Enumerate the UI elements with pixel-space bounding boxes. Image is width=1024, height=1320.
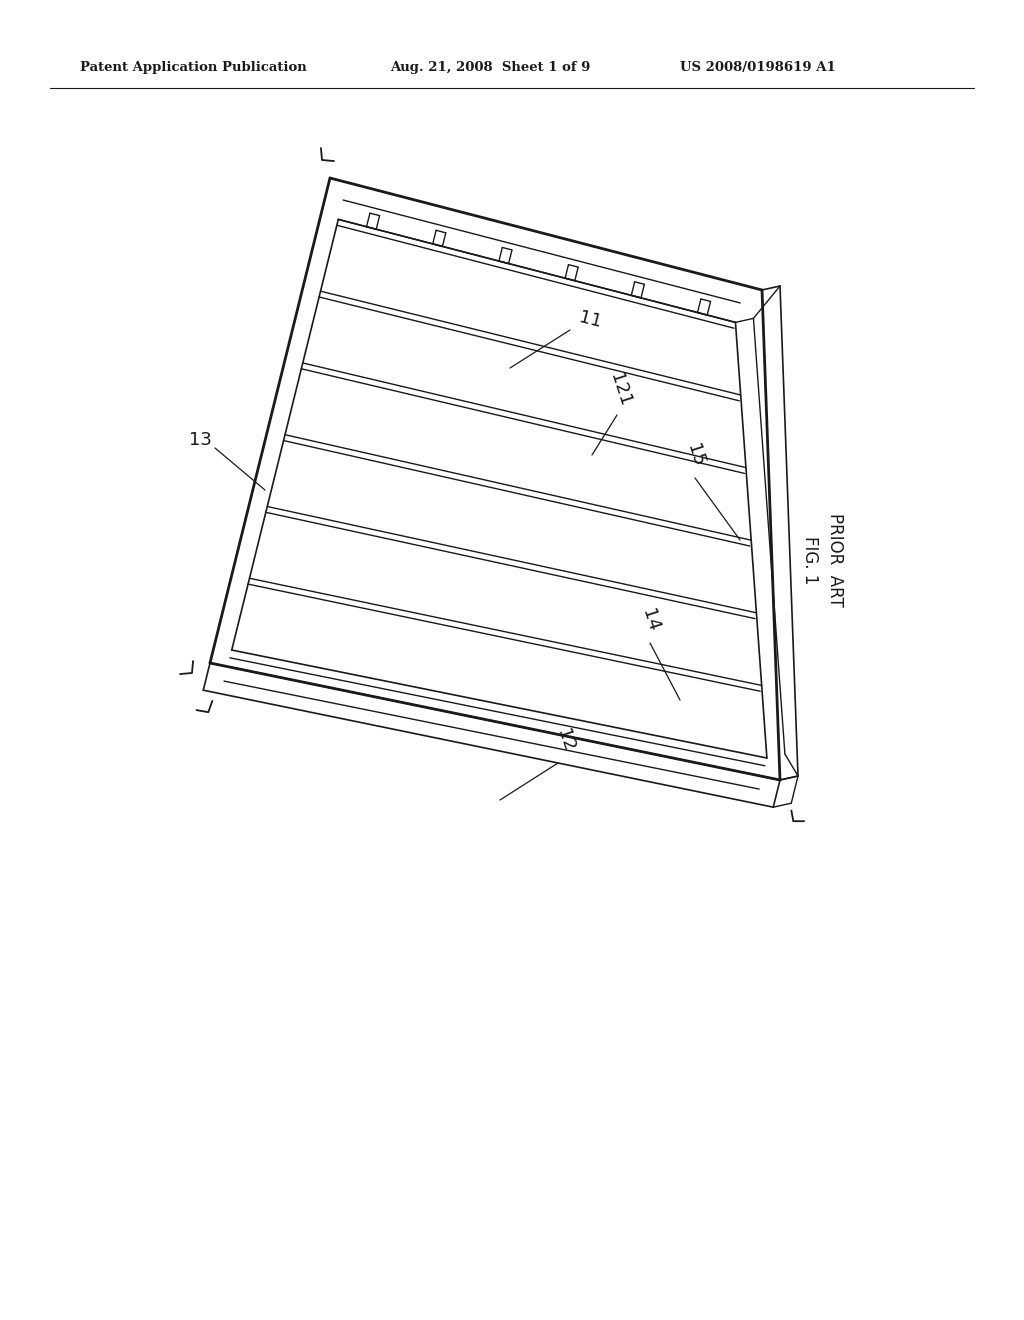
Text: PRIOR  ART: PRIOR ART [826,513,844,607]
Text: 12: 12 [553,726,578,754]
Text: 13: 13 [188,432,211,449]
Text: 15: 15 [683,441,708,469]
Text: Patent Application Publication: Patent Application Publication [80,62,307,74]
Text: 14: 14 [638,606,663,634]
Text: 11: 11 [577,309,603,331]
Text: US 2008/0198619 A1: US 2008/0198619 A1 [680,62,836,74]
Text: Aug. 21, 2008  Sheet 1 of 9: Aug. 21, 2008 Sheet 1 of 9 [390,62,591,74]
Text: 121: 121 [606,371,634,409]
Text: FIG. 1: FIG. 1 [801,536,819,585]
